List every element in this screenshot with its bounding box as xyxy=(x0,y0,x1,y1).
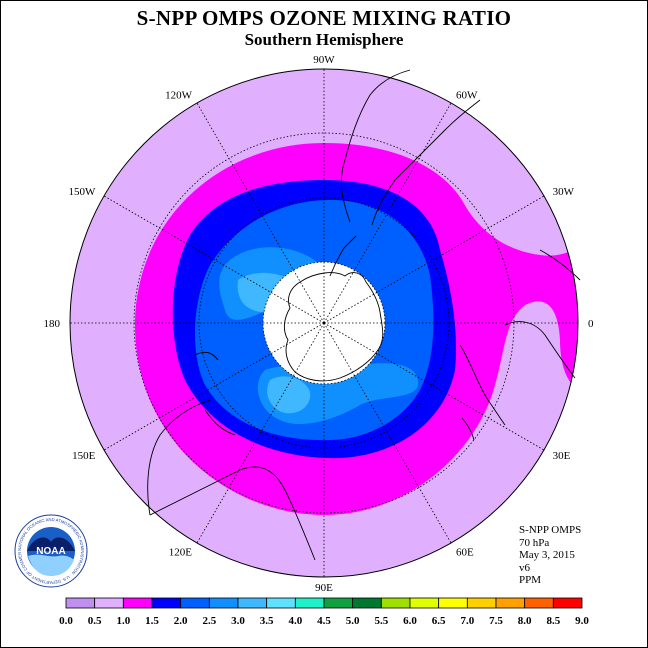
colorbar-swatch xyxy=(466,597,497,609)
longitude-label: 150W xyxy=(68,186,96,198)
colorbar-swatches xyxy=(65,597,583,609)
logo-text: NOAA xyxy=(36,546,65,557)
colorbar-swatch xyxy=(552,597,583,609)
map-title: S-NPP OMPS OZONE MIXING RATIO xyxy=(136,6,512,30)
longitude-label: 30W xyxy=(553,186,575,198)
colorbar-swatch xyxy=(380,597,411,609)
noaa-logo-icon: NOAA NATIONAL OCEANIC AND ATMOSPHERIC AD… xyxy=(14,514,88,588)
colorbar-swatch xyxy=(208,597,239,609)
colorbar-swatch xyxy=(122,597,153,609)
colorbar-tick-label: 7.5 xyxy=(489,615,503,627)
colorbar: 0.0 0.5 1.0 1.5 2.0 2.5 3.0 3.5 4.0 4.5 5.0 5.5 6.0 6… xyxy=(59,597,589,627)
longitude-label: 0 xyxy=(588,318,594,330)
colorbar-tick-label: 3.0 xyxy=(231,615,245,627)
longitude-labels: 90W 60W 30W 0 30E 60E 90E 120E 150E 180 150W 120W xyxy=(44,54,595,594)
colorbar-swatch xyxy=(323,597,354,609)
colorbar-tick-label: 0.5 xyxy=(88,615,102,627)
colorbar-ticks: 0.0 0.5 1.0 1.5 2.0 2.5 3.0 3.5 4.0 4.5 5.0 5.5 6.0 6… xyxy=(59,615,589,627)
map-boundary xyxy=(69,68,579,578)
longitude-label: 60E xyxy=(456,547,474,559)
colorbar-tick-label: 9.0 xyxy=(575,615,589,627)
meridian-line xyxy=(323,322,452,544)
longitude-label: 90W xyxy=(313,54,335,66)
colorbar-swatch xyxy=(237,597,268,609)
graticule xyxy=(70,69,578,577)
info-box: S-NPP OMPS 70 hPa May 3, 2015 v6 PPM xyxy=(519,524,581,587)
colorbar-swatch xyxy=(94,597,124,609)
info-units: PPM xyxy=(519,574,542,586)
colorbar-tick-label: 4.5 xyxy=(317,615,331,627)
colorbar-tick-label: 5.5 xyxy=(374,615,388,627)
colorbar-swatch xyxy=(495,597,526,609)
longitude-label: 180 xyxy=(44,318,61,330)
colorbar-tick-label: 0.0 xyxy=(59,615,73,627)
meridian-line xyxy=(103,322,325,451)
colorbar-tick-label: 3.5 xyxy=(260,615,274,627)
colorbar-swatch xyxy=(438,597,468,609)
coastlines xyxy=(147,69,581,561)
colorbar-swatch xyxy=(352,597,382,609)
colorbar-swatch xyxy=(180,597,210,609)
colorbar-tick-label: 1.0 xyxy=(116,615,130,627)
longitude-label: 120E xyxy=(169,547,193,559)
meridian-line xyxy=(323,102,452,324)
info-version: v6 xyxy=(519,561,530,574)
longitude-label: 150E xyxy=(72,450,96,462)
colorbar-tick-label: 2.5 xyxy=(202,615,216,627)
colorbar-tick-label: 1.5 xyxy=(145,615,159,627)
map-subtitle: Southern Hemisphere xyxy=(244,30,404,49)
ozone-field xyxy=(70,69,578,577)
colorbar-swatch xyxy=(266,597,296,609)
info-instrument: S-NPP OMPS xyxy=(519,524,582,536)
colorbar-tick-label: 5.0 xyxy=(346,615,360,627)
band-3.0-3.5 xyxy=(267,376,311,414)
longitude-label: 30E xyxy=(553,450,571,462)
colorbar-tick-label: 6.5 xyxy=(432,615,446,627)
colorbar-tick-label: 2.0 xyxy=(174,615,188,627)
colorbar-swatch xyxy=(524,597,554,609)
info-level: 70 hPa xyxy=(519,536,550,549)
meridian-line xyxy=(196,102,325,324)
longitude-label: 90E xyxy=(315,582,333,594)
colorbar-tick-label: 8.5 xyxy=(546,615,560,627)
south-pole-marker xyxy=(322,321,326,325)
colorbar-tick-label: 7.0 xyxy=(460,615,474,627)
colorbar-tick-label: 8.0 xyxy=(518,615,532,627)
longitude-label: 60W xyxy=(456,89,478,101)
colorbar-tick-label: 4.0 xyxy=(288,615,302,627)
colorbar-swatch xyxy=(409,597,440,609)
colorbar-swatch xyxy=(151,597,182,609)
meridian-line xyxy=(103,195,325,324)
meridian-line xyxy=(323,322,545,451)
meridian-line xyxy=(196,322,325,544)
colorbar-tick-label: 6.0 xyxy=(403,615,417,627)
longitude-label: 120W xyxy=(165,89,193,101)
colorbar-swatch xyxy=(294,597,325,609)
info-date: May 3, 2015 xyxy=(519,549,575,561)
meridian-line xyxy=(323,195,545,324)
colorbar-swatch xyxy=(65,597,96,609)
